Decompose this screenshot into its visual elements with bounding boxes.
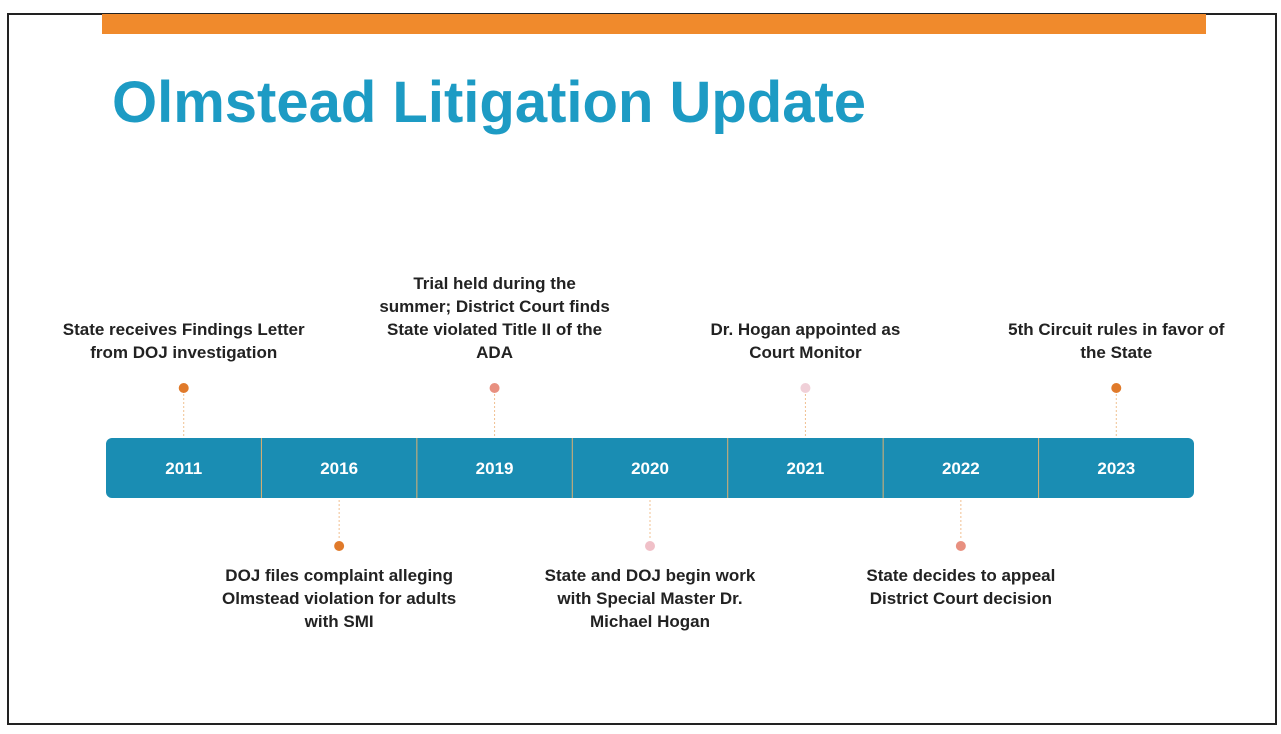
event-text: Court Monitor [749, 343, 862, 362]
timeline-bar [106, 438, 1194, 498]
event-dot [955, 541, 966, 551]
top-bar [102, 14, 1206, 34]
event-dot [178, 383, 189, 393]
year-label: 2019 [476, 459, 514, 478]
event-text: Trial held during the [413, 274, 575, 293]
event-text: from DOJ investigation [90, 343, 277, 362]
year-label: 2021 [787, 459, 825, 478]
slide-border [7, 13, 1277, 725]
event-text: Dr. Hogan appointed as [710, 320, 900, 339]
event-dot [800, 383, 811, 393]
year-label: 2011 [165, 459, 202, 478]
event-text: summer; District Court finds [379, 297, 609, 316]
event-text: the State [1080, 343, 1152, 362]
event-dot [334, 541, 345, 551]
event-text: State decides to appeal [866, 566, 1055, 585]
event-dot [489, 383, 500, 393]
year-label: 2023 [1097, 459, 1135, 478]
event-text: State receives Findings Letter [63, 320, 305, 339]
event-text: with Special Master Dr. [556, 589, 742, 608]
event-text: Olmstead violation for adults [222, 589, 456, 608]
event-text: Michael Hogan [590, 612, 710, 631]
title: Olmstead Litigation Update [112, 70, 866, 135]
event-text: State violated Title II of the [387, 320, 602, 339]
year-label: 2016 [320, 459, 358, 478]
event-text: DOJ files complaint alleging [225, 566, 453, 585]
year-label: 2022 [942, 459, 980, 478]
event-dot [645, 541, 655, 551]
event-text: District Court decision [870, 589, 1052, 608]
event-text: with SMI [304, 612, 374, 631]
event-text: 5th Circuit rules in favor of [1008, 320, 1225, 339]
event-text: ADA [476, 343, 513, 362]
year-label: 2020 [631, 459, 669, 478]
event-dot [1111, 383, 1122, 393]
event-text: State and DOJ begin work [545, 566, 756, 585]
